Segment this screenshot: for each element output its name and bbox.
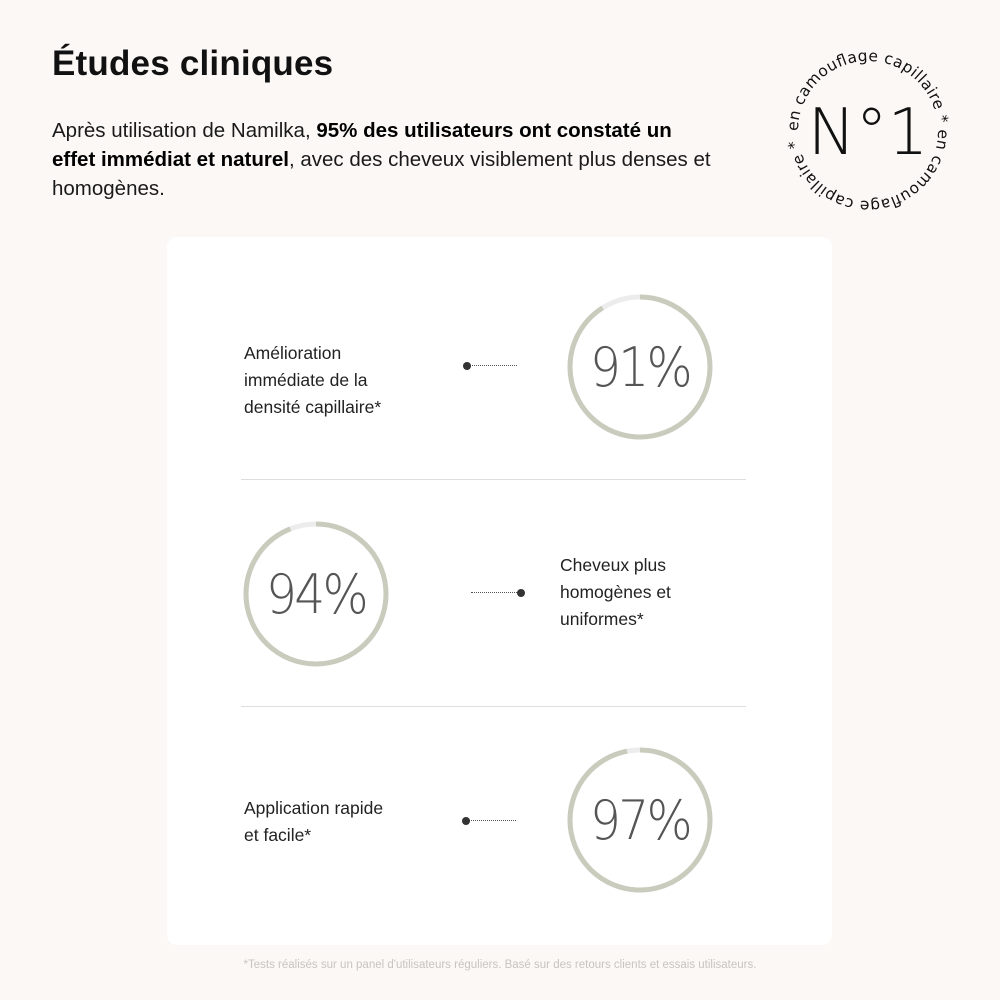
connector bbox=[467, 588, 525, 598]
connector bbox=[462, 816, 520, 826]
page-title: Études cliniques bbox=[52, 44, 334, 83]
divider bbox=[241, 706, 746, 707]
stats-card: Amélioration immédiate de la densité cap… bbox=[167, 237, 832, 945]
ring-progress bbox=[567, 747, 713, 893]
intro-text: Après utilisation de Namilka, 95% des ut… bbox=[52, 116, 712, 203]
stat-value: 91% bbox=[590, 335, 693, 399]
stat-value: 97% bbox=[590, 788, 693, 852]
connector-dot bbox=[463, 362, 471, 370]
divider bbox=[241, 479, 746, 480]
ring-progress bbox=[243, 521, 389, 667]
intro-highlight: 95% des utilisateurs ont constaté un eff… bbox=[52, 119, 672, 171]
connector-dot bbox=[462, 817, 470, 825]
connector bbox=[463, 361, 521, 371]
badge-center-text: N°1 bbox=[808, 96, 929, 170]
ring-progress bbox=[567, 294, 713, 440]
intro-part: , avec des cheveux visiblement plus dens… bbox=[52, 148, 711, 200]
footnote: *Tests réalisés sur un panel d'utilisate… bbox=[243, 959, 757, 971]
stat-ring: 91% bbox=[565, 292, 715, 442]
stat-label: Application rapide et facile* bbox=[244, 798, 384, 845]
intro-part: Après utilisation de Namilka, bbox=[52, 119, 317, 142]
stat-label: Cheveux plus homogènes et uniformes* bbox=[560, 555, 671, 629]
stat-ring: 94% bbox=[241, 519, 391, 669]
stat-ring: 97% bbox=[565, 745, 715, 895]
stat-label: Amélioration immédiate de la densité cap… bbox=[244, 343, 382, 417]
stat-value: 94% bbox=[266, 562, 369, 626]
connector-dot bbox=[517, 589, 525, 597]
number-one-badge: en camouflage capillaire * en camouflage… bbox=[784, 47, 952, 215]
